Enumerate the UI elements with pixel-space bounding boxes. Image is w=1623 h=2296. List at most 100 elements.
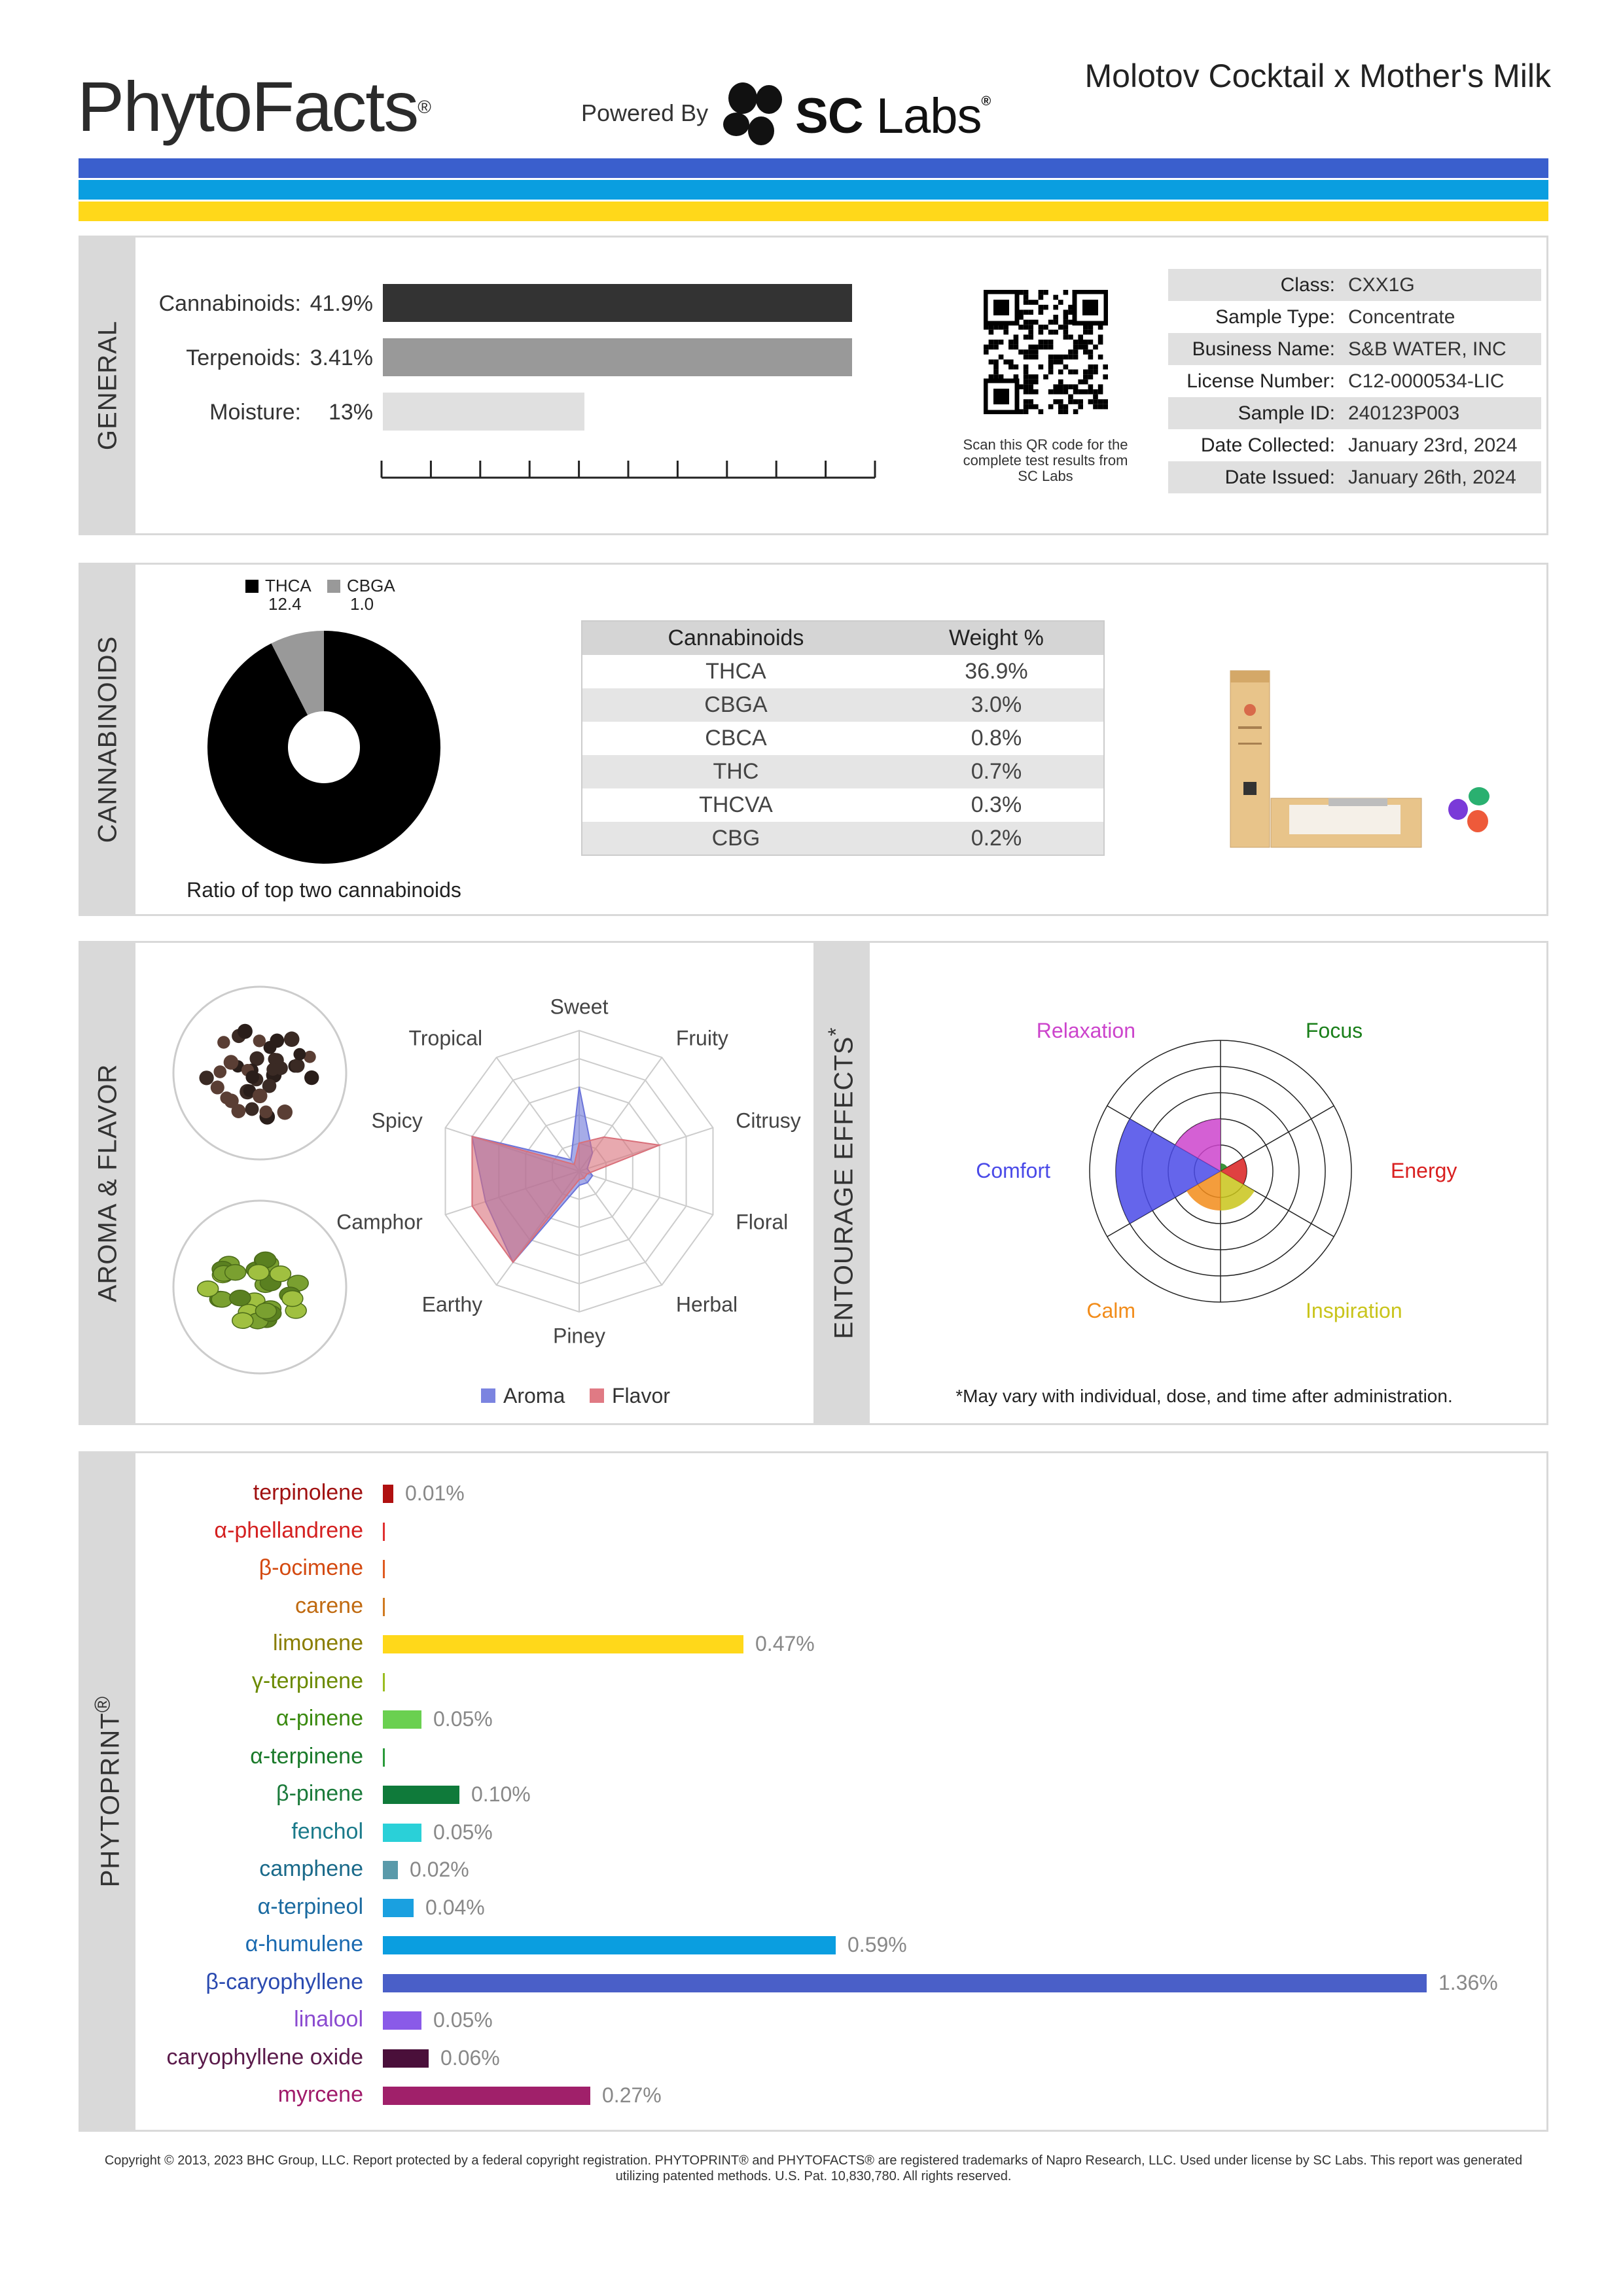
cannabinoids-tab: CANNABINOIDS (80, 565, 135, 914)
terpene-bar (383, 2087, 590, 2105)
copyright-footer: Copyright © 2013, 2023 BHC Group, LLC. R… (104, 2153, 1523, 2183)
terpene-value: 1.36% (1438, 1970, 1498, 1994)
aroma-section-label: AROMA & FLAVOR (93, 1063, 122, 1303)
radar-axis-label: Camphor (336, 1210, 423, 1234)
terpene-name: myrcene (277, 2082, 363, 2107)
info-row: License Number: C12-0000534-LIC (1168, 365, 1541, 397)
info-row: Business Name: S&B WATER, INC (1168, 333, 1541, 365)
entourage-spoke (1220, 1105, 1334, 1172)
cann-name: CBGA (582, 688, 889, 722)
terpene-bar (383, 1973, 1427, 1992)
radar-axis-label: Citrusy (736, 1108, 801, 1132)
sc-labs-icon (723, 82, 782, 145)
legend-swatch (245, 580, 259, 593)
radar-axis-label: Floral (736, 1210, 788, 1234)
cann-weight: 0.7% (889, 755, 1104, 788)
radar-axis-label: Spicy (372, 1108, 423, 1132)
terpene-name: β-ocimene (259, 1555, 363, 1580)
terpene-bar (383, 2011, 421, 2030)
general-bar-label: Moisture: (209, 400, 301, 425)
terpene-name: α-phellandrene (214, 1517, 363, 1543)
cann-name: THCA (705, 659, 766, 684)
cann-row: THC 0.7% (582, 755, 1104, 788)
radar-axis-label: Herbal (676, 1293, 738, 1316)
general-bar-label: Cannabinoids: (158, 291, 301, 316)
general-bar (383, 338, 852, 376)
phytoprint-reg-mark: ® (90, 1695, 115, 1713)
terpene-bar (383, 1823, 421, 1842)
entourage-wedge-focus (1221, 1163, 1228, 1171)
entourage-axis-label: Relaxation (1037, 1019, 1135, 1042)
donut-slice (207, 631, 440, 864)
general-bar-label: Terpenoids: (186, 345, 301, 370)
radar-spoke (579, 1171, 663, 1286)
info-row: Date Issued: January 26th, 2024 (1168, 461, 1541, 493)
cann-row: CBG 0.2% (582, 822, 1104, 855)
cann-col-weight: Weight % (889, 621, 1104, 655)
radar-axis-label: Earthy (422, 1293, 482, 1316)
stripe-cyan (79, 180, 1548, 200)
entourage-axis-label: Comfort (976, 1159, 1050, 1182)
terpene-bar (383, 1672, 385, 1691)
info-value: S&B WATER, INC (1348, 338, 1507, 360)
terpene-name: γ-terpinene (251, 1668, 363, 1693)
qr-code-icon[interactable] (984, 290, 1108, 414)
terpene-name: carene (295, 1593, 363, 1618)
sc-labs-light: Labs (863, 88, 982, 144)
stripe-yellow (79, 202, 1548, 221)
terpene-value: 0.05% (433, 2008, 493, 2032)
terpene-bar (383, 1635, 743, 1653)
terpene-bar (383, 1597, 385, 1616)
hops-image (172, 1199, 348, 1375)
terpene-value: 0.06% (440, 2045, 500, 2070)
terpene-value: 0.27% (602, 2083, 662, 2107)
terpene-name: camphene (259, 1856, 363, 1881)
logo-text: PhytoFacts (77, 67, 419, 146)
info-row: Date Collected: January 23rd, 2024 (1168, 429, 1541, 461)
info-key: License Number: (1186, 370, 1335, 392)
terpene-value: 0.05% (433, 1820, 493, 1844)
entourage-wedge-inspiration (1221, 1171, 1255, 1210)
general-section-label: GENERAL (93, 320, 122, 451)
general-bar-value: 13% (328, 400, 373, 425)
info-value: January 23rd, 2024 (1348, 434, 1518, 456)
cann-weight: 36.9% (965, 659, 1028, 684)
general-bar (383, 393, 584, 431)
qr-caption: Scan this QR code for the complete test … (963, 436, 1128, 484)
cann-row: THCA 36.9% (582, 655, 1104, 688)
info-row: Sample ID: 240123P003 (1168, 397, 1541, 429)
terpene-value: 0.02% (410, 1858, 469, 1881)
general-bar-value: 41.9% (310, 291, 373, 316)
terpene-bar (383, 1936, 836, 1954)
entourage-axis-label: Focus (1306, 1019, 1363, 1042)
entourage-axis-label: Calm (1086, 1299, 1135, 1322)
legend-value: 12.4 (268, 594, 302, 614)
entourage-effects-chart: Focus Energy Inspiration Calm Comfort Relaxat… (976, 1019, 1457, 1322)
cann-name: THC (582, 755, 889, 788)
legend-swatch (327, 580, 340, 593)
cann-weight: 0.3% (971, 792, 1022, 817)
legend-name: CBGA (347, 576, 395, 595)
sc-labs-reg-mark: ® (981, 94, 991, 109)
info-key: Sample ID: (1238, 402, 1335, 424)
info-row: Class: CXX1G (1168, 269, 1541, 301)
radar-axis-label: Fruity (676, 1026, 728, 1050)
radar-series-flavor (471, 1135, 662, 1263)
entourage-tab: ENTOURAGE EFFECTS* (813, 943, 870, 1423)
radar-axis-label: Piney (553, 1324, 605, 1348)
terpene-name: α-terpineol (257, 1894, 363, 1919)
terpene-value: 0.01% (405, 1481, 465, 1505)
terpene-bar (383, 2049, 429, 2068)
terpene-name: α-pinene (276, 1706, 363, 1731)
pie-legend: THCA 12.4 CBGA 1.0 (245, 576, 416, 622)
terpene-bar (383, 1485, 393, 1503)
terpene-name: α-terpinene (250, 1743, 363, 1769)
phytoprint-section-label: PHYTOPRINT® (90, 1696, 125, 1888)
radar-axis-label: Tropical (409, 1026, 483, 1050)
entourage-label-text: ENTOURAGE EFFECTS (829, 1036, 859, 1339)
aroma-flavor-radar-chart: Sweet Fruity Citrusy Floral Herbal Piney Earth… (336, 995, 801, 1348)
radar-legend-swatch (590, 1388, 604, 1403)
terpene-name: caryophyllene oxide (166, 2044, 363, 2070)
aroma-tab: AROMA & FLAVOR (80, 943, 135, 1423)
terpene-name: limonene (273, 1631, 363, 1655)
